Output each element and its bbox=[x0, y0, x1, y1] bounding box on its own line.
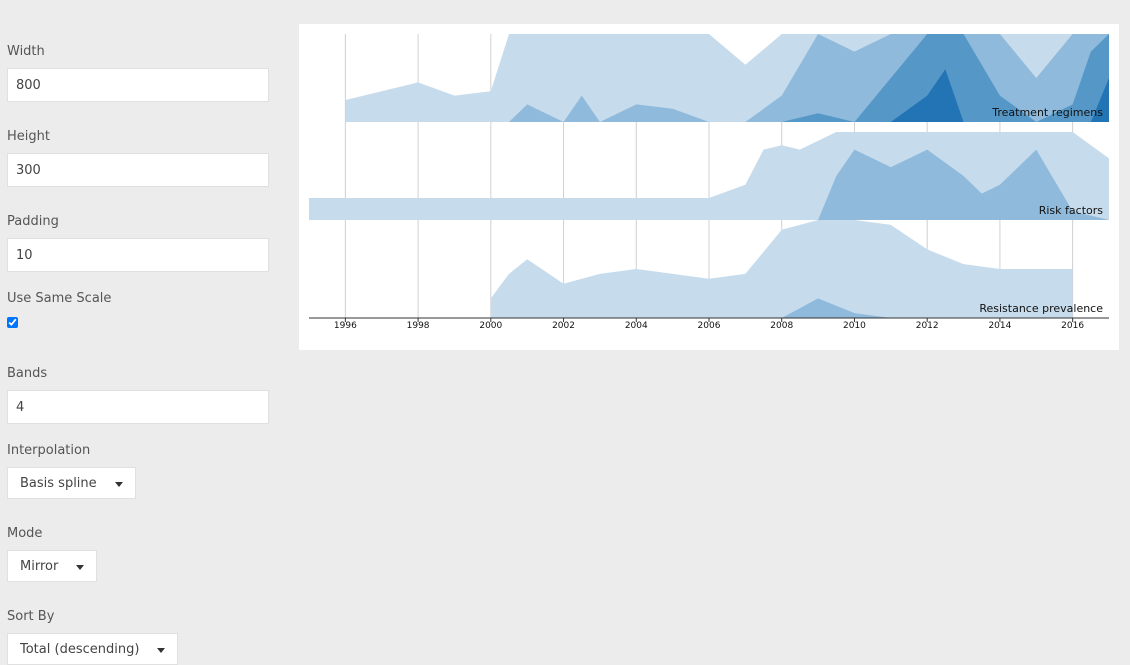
band-3-treatment-regimens bbox=[345, 34, 1109, 122]
padding-label: Padding bbox=[7, 214, 59, 229]
sort-by-select[interactable]: Total (descending) bbox=[7, 633, 179, 665]
caret-down-icon bbox=[157, 647, 166, 653]
horizon-chart: Treatment regimens Risk factors Resistance… bbox=[309, 34, 1109, 331]
band-2-risk-factors bbox=[309, 149, 1109, 220]
x-tick-label: 2004 bbox=[625, 321, 648, 331]
same-scale-label: Use Same Scale bbox=[7, 291, 112, 306]
interpolation-value: Basis spline bbox=[20, 475, 97, 491]
x-tick-label: 1998 bbox=[407, 321, 430, 331]
series-label: Resistance prevalence bbox=[979, 302, 1103, 315]
same-scale-checkbox[interactable] bbox=[7, 317, 18, 328]
x-tick-label: 2012 bbox=[916, 321, 939, 331]
height-label: Height bbox=[7, 129, 50, 144]
mode-label: Mode bbox=[7, 526, 43, 541]
band-1-resistance-prevalence bbox=[490, 220, 1073, 318]
x-tick-label: 2016 bbox=[1061, 321, 1084, 331]
horizon-row-risk-factors: Risk factors bbox=[309, 132, 1109, 220]
bands-input[interactable] bbox=[7, 390, 269, 424]
x-tick-label: 2010 bbox=[843, 321, 866, 331]
caret-down-icon bbox=[114, 481, 123, 487]
interpolation-label: Interpolation bbox=[7, 443, 91, 458]
padding-input[interactable] bbox=[7, 238, 269, 272]
controls-panel: Width Height Padding Use Same Scale Band… bbox=[7, 0, 269, 665]
width-label: Width bbox=[7, 44, 45, 59]
x-tick-label: 2014 bbox=[988, 321, 1011, 331]
x-tick-label: 2008 bbox=[770, 321, 793, 331]
mode-select[interactable]: Mirror bbox=[7, 550, 98, 582]
x-tick-label: 2002 bbox=[552, 321, 575, 331]
horizon-row-resistance-prevalence: Resistance prevalence bbox=[490, 220, 1103, 318]
x-tick-label: 1996 bbox=[334, 321, 357, 331]
chart-panel: Treatment regimens Risk factors Resistance… bbox=[299, 24, 1119, 350]
caret-down-icon bbox=[76, 564, 85, 570]
x-tick-label: 2006 bbox=[698, 321, 721, 331]
horizon-row-treatment-regimens: Treatment regimens bbox=[345, 34, 1109, 122]
x-tick-label: 2000 bbox=[479, 321, 502, 331]
series-label: Risk factors bbox=[1039, 204, 1104, 217]
series-label: Treatment regimens bbox=[991, 106, 1103, 119]
sort-by-value: Total (descending) bbox=[20, 641, 140, 657]
band-4-treatment-regimens bbox=[345, 69, 1109, 122]
mode-value: Mirror bbox=[20, 558, 59, 574]
interpolation-select[interactable]: Basis spline bbox=[7, 467, 136, 499]
height-input[interactable] bbox=[7, 153, 269, 187]
sort-by-label: Sort By bbox=[7, 609, 55, 624]
bands-label: Bands bbox=[7, 366, 48, 381]
width-input[interactable] bbox=[7, 68, 269, 102]
